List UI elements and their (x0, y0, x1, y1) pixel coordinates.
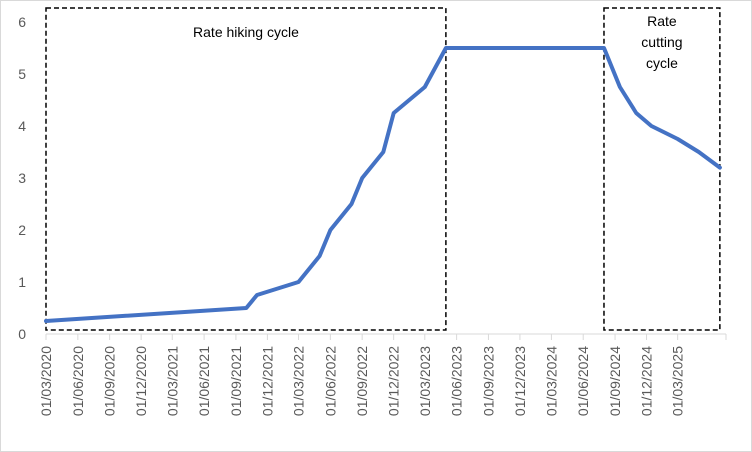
y-tick-label: 5 (18, 66, 26, 82)
x-tick-label: 01/06/2021 (196, 346, 212, 416)
x-tick-label: 01/03/2023 (417, 346, 433, 416)
hiking-cycle-label: Rate hiking cycle (193, 24, 299, 40)
policy-rate-line (44, 46, 722, 323)
x-tick-label: 01/03/2025 (670, 346, 686, 416)
x-tick-label: 01/06/2022 (322, 346, 338, 416)
x-tick-label: 01/09/2020 (102, 346, 118, 416)
x-tick-label: 01/12/2023 (512, 346, 528, 416)
x-tick-label: 01/06/2024 (575, 346, 591, 416)
x-tick-label: 01/12/2021 (259, 346, 275, 416)
hiking-cycle-box (45, 7, 447, 331)
y-tick-label: 1 (18, 274, 26, 290)
y-tick-label: 6 (18, 14, 26, 30)
y-tick-label: 0 (18, 326, 26, 342)
cutting-cycle-label-line: cycle (646, 55, 678, 71)
y-tick-label: 4 (18, 118, 26, 134)
x-tick-label: 01/03/2020 (38, 346, 54, 416)
x-tick-label: 01/12/2022 (386, 346, 402, 416)
x-tick-label: 01/06/2023 (449, 346, 465, 416)
x-tick-label: 01/03/2021 (164, 346, 180, 416)
x-tick-label: 01/09/2021 (228, 346, 244, 416)
x-tick-label: 01/09/2024 (607, 346, 623, 416)
x-tick-label: 01/12/2020 (133, 346, 149, 416)
x-tick-label: 01/03/2022 (291, 346, 307, 416)
x-tick-label: 01/06/2020 (70, 346, 86, 416)
cutting-cycle-label-line: Rate (647, 13, 677, 29)
x-tick-label: 01/03/2024 (543, 346, 559, 416)
y-tick-label: 2 (18, 222, 26, 238)
x-tick-label: 01/12/2024 (639, 346, 655, 416)
cutting-cycle-label-line: cutting (641, 34, 682, 50)
x-tick-label: 01/09/2022 (354, 346, 370, 416)
x-tick-label: 01/09/2023 (480, 346, 496, 416)
y-tick-label: 3 (18, 170, 26, 186)
